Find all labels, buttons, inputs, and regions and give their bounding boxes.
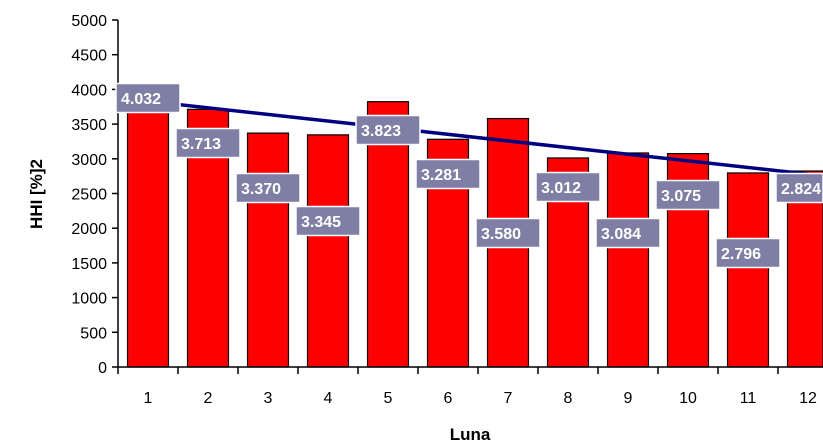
x-tick-label: 2 <box>204 390 213 407</box>
trendline-layer <box>147 99 809 176</box>
data-label-box <box>775 172 823 204</box>
x-tick-label: 7 <box>504 390 513 407</box>
x-tick-label: 5 <box>384 390 393 407</box>
y-tick-label: 4500 <box>71 48 107 65</box>
data-label-text: 3.345 <box>301 214 341 231</box>
data-label-text: 3.281 <box>421 167 461 184</box>
data-label-text: 3.012 <box>541 180 581 197</box>
data-label-text: 4.032 <box>121 91 161 108</box>
bar-month-1 <box>126 86 170 368</box>
data-label-box <box>715 237 781 269</box>
bar-month-3 <box>246 132 290 368</box>
data-label-month-7: 3.580 <box>475 217 541 249</box>
trendline <box>147 99 809 176</box>
y-tick-label: 3000 <box>71 152 107 169</box>
data-label-month-5: 3.823 <box>355 114 421 146</box>
x-tick-label: 6 <box>444 390 453 407</box>
x-tick-label: 4 <box>324 390 333 407</box>
y-tick-label: 4000 <box>71 82 107 99</box>
data-label-month-4: 3.345 <box>295 205 361 237</box>
data-label-month-3: 3.370 <box>235 172 301 204</box>
data-label-box <box>355 114 421 146</box>
data-label-month-6: 3.281 <box>415 158 481 190</box>
data-label-text: 2.796 <box>721 246 761 263</box>
x-tick-label: 9 <box>624 390 633 407</box>
data-label-box <box>115 82 181 114</box>
x-axis-title: Luna <box>450 425 491 444</box>
x-tick-label: 10 <box>679 390 697 407</box>
y-tick-label: 2500 <box>71 187 107 204</box>
y-tick-label: 0 <box>98 360 107 377</box>
data-label-box <box>595 217 661 249</box>
data-label-text: 3.713 <box>181 136 221 153</box>
data-label-month-9: 3.084 <box>595 217 661 249</box>
x-tick-label: 11 <box>740 390 757 407</box>
data-label-month-12: 2.824 <box>775 172 823 204</box>
bar-month-12 <box>786 170 823 368</box>
y-axis-title: HHI [%]2 <box>27 159 46 229</box>
data-label-box <box>175 127 241 159</box>
data-label-text: 3.823 <box>361 123 401 140</box>
x-tick-label: 1 <box>144 390 153 407</box>
x-tick-label: 3 <box>264 390 273 407</box>
data-label-text: 3.075 <box>661 188 701 205</box>
data-label-box <box>235 172 301 204</box>
data-labels-layer: 4.032 3.713 3.370 3.345 3.823 3.281 3.580 3.012… <box>115 82 823 269</box>
data-label-box <box>475 217 541 249</box>
data-label-box <box>295 205 361 237</box>
y-tick-label: 2000 <box>71 221 107 238</box>
ticks-layer: 0 500 1000 1500 2000 2500 3000 3500 4000 4500 5000… <box>71 13 817 407</box>
bar-month-9 <box>606 152 650 368</box>
data-label-month-1: 4.032 <box>115 82 181 114</box>
y-tick-label: 5000 <box>71 13 107 30</box>
bar-month-11 <box>726 172 770 368</box>
data-label-box <box>535 171 601 203</box>
data-label-text: 2.824 <box>781 181 821 198</box>
y-tick-label: 500 <box>80 325 107 342</box>
data-label-text: 3.580 <box>481 226 521 243</box>
data-label-month-11: 2.796 <box>715 237 781 269</box>
x-tick-label: 12 <box>799 390 817 407</box>
data-label-box <box>655 179 721 211</box>
x-tick-label: 8 <box>564 390 573 407</box>
bar-month-4 <box>306 134 350 368</box>
y-tick-label: 1500 <box>71 256 107 273</box>
y-tick-label: 1000 <box>71 291 107 308</box>
data-label-month-8: 3.012 <box>535 171 601 203</box>
data-label-month-10: 3.075 <box>655 179 721 211</box>
data-label-text: 3.084 <box>601 226 641 243</box>
data-label-box <box>415 158 481 190</box>
data-label-text: 3.370 <box>241 181 281 198</box>
data-label-month-2: 3.713 <box>175 127 241 159</box>
y-tick-label: 3500 <box>71 117 107 134</box>
